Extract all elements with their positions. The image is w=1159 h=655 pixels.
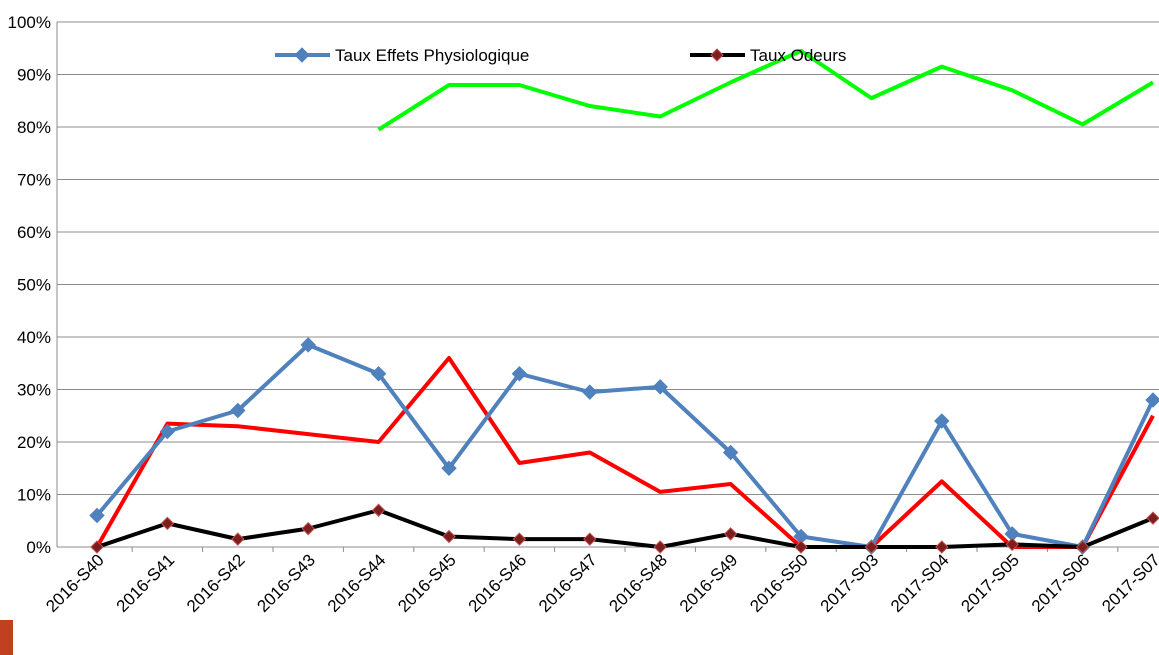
y-tick-label: 70% (17, 171, 51, 190)
series-line (95, 342, 1155, 549)
series-line (95, 356, 1155, 549)
x-tick-label: 2016-S44 (324, 550, 390, 616)
x-tick-label: 2016-S42 (183, 550, 249, 616)
data-point (371, 503, 386, 517)
x-tick-label: 2016-S48 (605, 550, 671, 616)
data-point (159, 423, 176, 440)
data-point (583, 532, 597, 546)
data-point (794, 540, 808, 554)
data-point (300, 337, 316, 353)
data-point (723, 527, 738, 541)
data-point (90, 540, 104, 554)
x-tick-label: 2016-S41 (113, 550, 179, 616)
x-tick-label: 2016-S40 (42, 550, 108, 616)
data-point (441, 460, 457, 476)
data-point (512, 532, 527, 546)
x-tick-label: 2017-S04 (887, 550, 953, 616)
legend-marker (710, 48, 724, 62)
x-tick-label: 2016-S43 (253, 550, 319, 616)
data-point (160, 516, 175, 531)
data-point (230, 402, 246, 419)
data-point (935, 540, 949, 554)
legend-label: Taux Effets Physiologique (335, 46, 529, 65)
y-tick-label: 30% (17, 381, 51, 400)
x-tick-label: 2017-S05 (957, 550, 1023, 616)
data-point (1145, 392, 1159, 408)
series-line (96, 508, 1154, 549)
x-tick-label: 2016-S45 (394, 550, 460, 616)
y-tick-label: 0% (26, 538, 51, 557)
data-point (1075, 540, 1090, 554)
data-point (722, 444, 739, 461)
data-point (653, 540, 667, 554)
x-tick-label: 2016-S49 (676, 550, 742, 616)
corner-decoration (0, 620, 13, 655)
y-tick-label: 10% (17, 486, 51, 505)
y-tick-label: 90% (17, 66, 51, 85)
x-tick-label: 2016-S46 (465, 550, 531, 616)
data-point (442, 529, 456, 544)
x-tick-label: 2016-S47 (535, 550, 601, 616)
data-point (511, 366, 528, 382)
data-point (934, 413, 950, 429)
legend-label: Taux Odeurs (750, 46, 846, 65)
x-tick-label: 2017-S07 (1098, 550, 1159, 616)
data-point (1005, 537, 1019, 552)
x-tick-label: 2017-S03 (817, 550, 883, 616)
x-tick-label: 2017-S06 (1028, 550, 1094, 616)
y-tick-label: 100% (8, 13, 51, 32)
data-point (301, 521, 315, 536)
data-point (231, 532, 245, 546)
y-tick-label: 40% (17, 328, 51, 347)
data-point (89, 507, 105, 524)
data-point (582, 384, 598, 400)
y-tick-label: 60% (17, 223, 51, 242)
data-point (652, 379, 668, 395)
y-tick-label: 20% (17, 433, 51, 452)
series-line (377, 48, 1155, 132)
y-tick-label: 50% (17, 276, 51, 295)
legend-marker (294, 47, 310, 63)
x-tick-label: 2016-S50 (746, 550, 812, 616)
data-point (1146, 511, 1159, 525)
data-point (864, 540, 879, 554)
y-tick-label: 80% (17, 118, 51, 137)
data-point (370, 366, 387, 382)
